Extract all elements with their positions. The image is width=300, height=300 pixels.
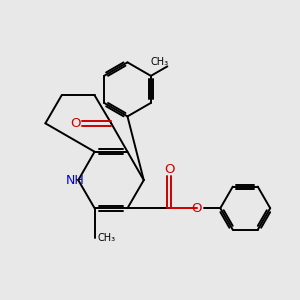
Text: O: O xyxy=(70,117,81,130)
Text: O: O xyxy=(164,163,174,176)
Text: O: O xyxy=(191,202,202,215)
Text: NH: NH xyxy=(66,174,85,187)
Text: CH₃: CH₃ xyxy=(151,57,169,67)
Text: CH₃: CH₃ xyxy=(98,233,116,243)
